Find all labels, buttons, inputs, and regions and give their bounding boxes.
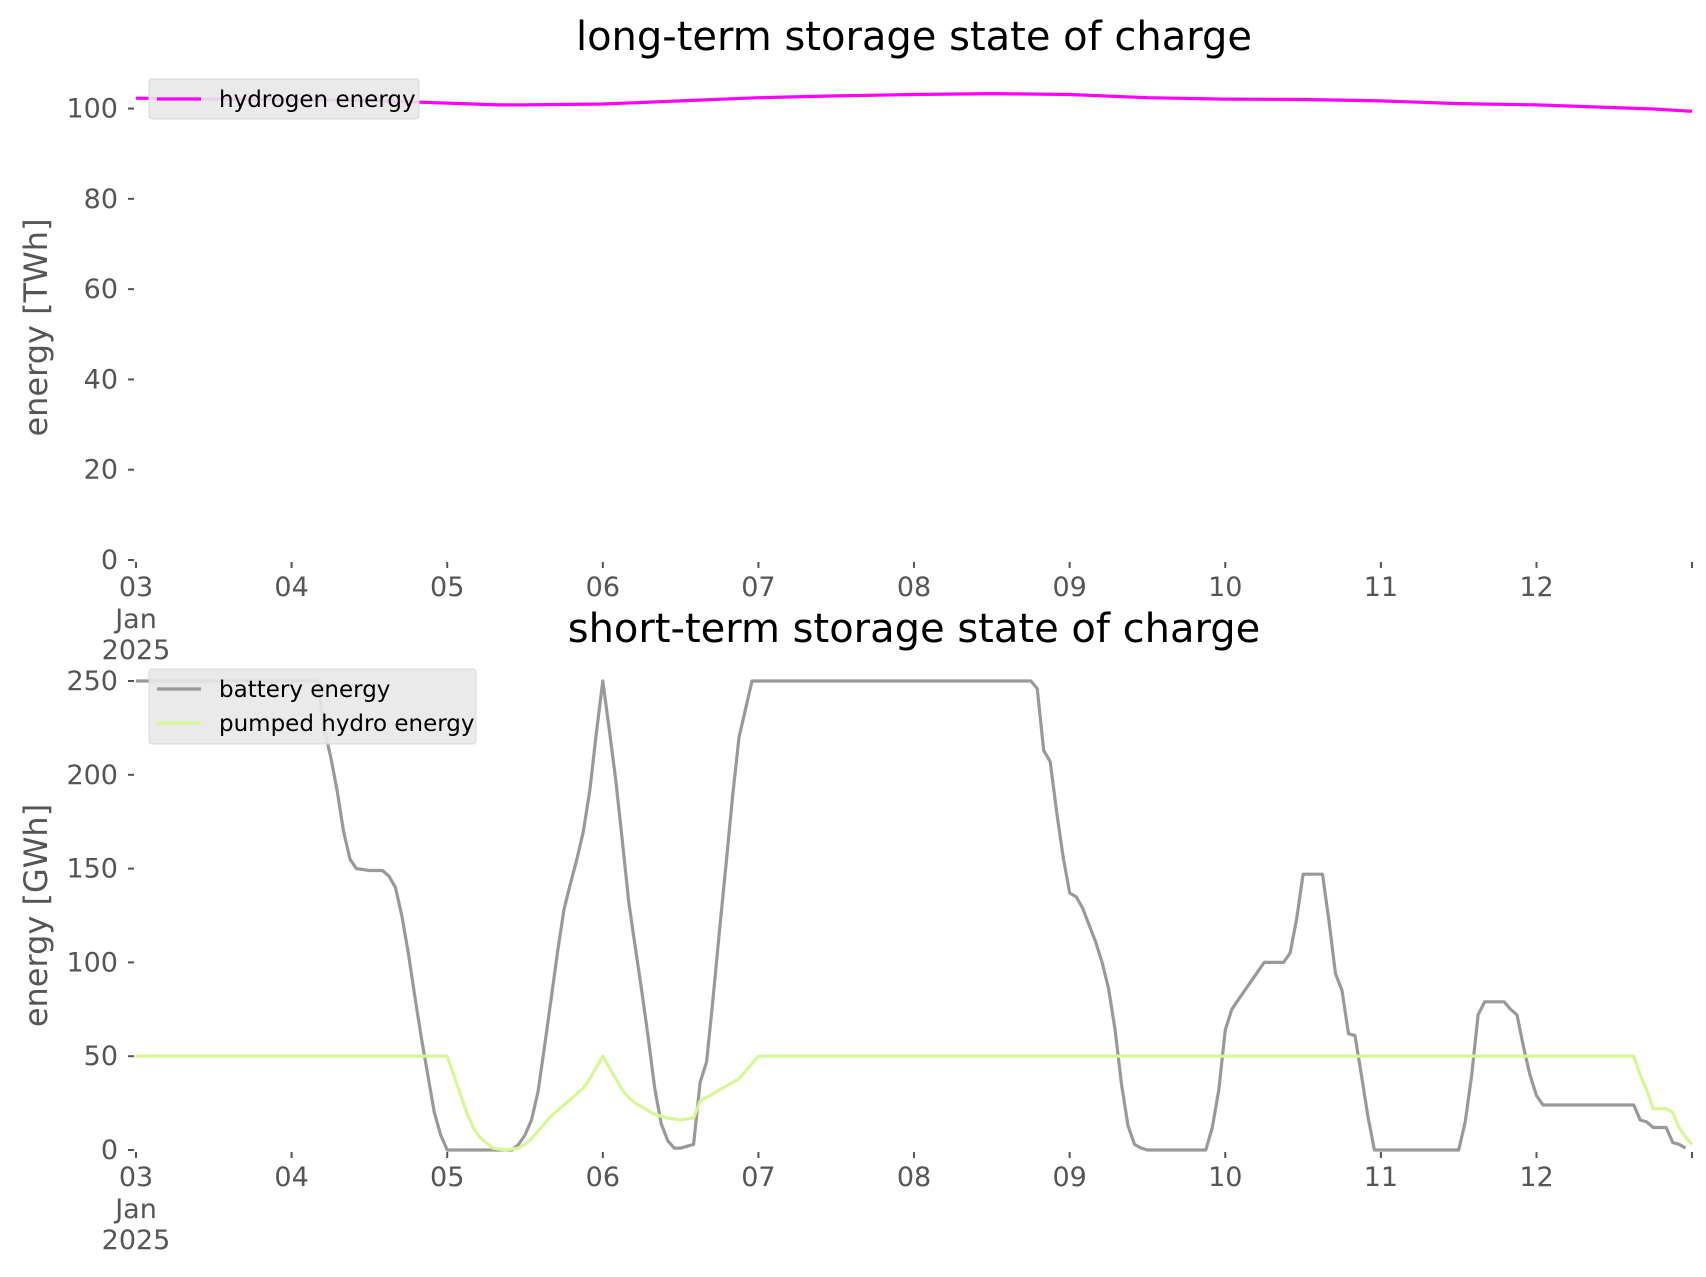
y-tick-label: 50	[84, 1041, 118, 1072]
x-tick-label: 12	[1519, 572, 1553, 603]
legend-entry: battery energy	[219, 677, 390, 703]
y-tick-label: 20	[84, 455, 118, 486]
legend: battery energy pumped hydro energy	[148, 668, 477, 745]
x-tick-label: 06	[586, 572, 620, 603]
y-tick-label: 80	[84, 184, 118, 215]
legend-entry: hydrogen energy	[219, 87, 416, 113]
y-tick-label: 60	[84, 274, 118, 305]
short-term-storage-chart: short-term storage state of charge energy…	[17, 606, 1694, 1256]
y-axis-label: energy [GWh]	[17, 804, 55, 1027]
x-tick-label: 11	[1364, 1162, 1398, 1193]
x-tick-label: 10	[1208, 1162, 1242, 1193]
y-tick-label: 0	[101, 545, 118, 576]
legend: hydrogen energy	[148, 78, 420, 120]
x-tick-sublabel: 2025	[102, 1225, 171, 1256]
x-tick-label: 07	[741, 1162, 775, 1193]
series-line-pumped-hydro-energy	[136, 1054, 1694, 1152]
x-tick-label: 05	[430, 1162, 464, 1193]
legend-box	[148, 668, 477, 745]
x-tick-label: 07	[741, 572, 775, 603]
legend-entry: pumped hydro energy	[219, 711, 475, 737]
chart-title: long-term storage state of charge	[576, 14, 1252, 60]
series-line-hydrogen-energy	[135, 92, 1693, 113]
y-axis-label: energy [TWh]	[17, 218, 55, 436]
x-tick-label: 04	[274, 572, 308, 603]
y-tick-label: 100	[66, 94, 118, 125]
legend-box	[148, 78, 420, 120]
y-tick-label: 40	[84, 364, 118, 395]
x-tick-label: 09	[1052, 572, 1086, 603]
x-tick-label: 08	[897, 572, 931, 603]
x-tick-label: 08	[897, 1162, 931, 1193]
x-tick-sublabel: 2025	[102, 635, 171, 666]
y-tick-label: 150	[66, 854, 118, 885]
x-tick-label: 06	[586, 1162, 620, 1193]
y-tick-label: 250	[66, 666, 118, 697]
x-tick-sublabel: Jan	[113, 604, 157, 635]
x-tick-label: 10	[1208, 572, 1242, 603]
x-tick-label: 09	[1052, 1162, 1086, 1193]
x-tick-label: 03	[119, 1162, 153, 1193]
x-tick-label: 04	[274, 1162, 308, 1193]
chart-title: short-term storage state of charge	[568, 606, 1261, 652]
y-tick-label: 0	[101, 1135, 118, 1166]
x-tick-label: 05	[430, 572, 464, 603]
x-tick-label: 11	[1364, 572, 1398, 603]
series-line-battery-energy	[136, 679, 1687, 1152]
x-tick-label: 12	[1519, 1162, 1553, 1193]
x-tick-sublabel: Jan	[113, 1194, 157, 1225]
x-tick-label: 03	[119, 572, 153, 603]
long-term-storage-chart: long-term storage state of charge energy …	[17, 14, 1693, 666]
y-tick-label: 200	[66, 760, 118, 791]
y-tick-label: 100	[66, 947, 118, 978]
